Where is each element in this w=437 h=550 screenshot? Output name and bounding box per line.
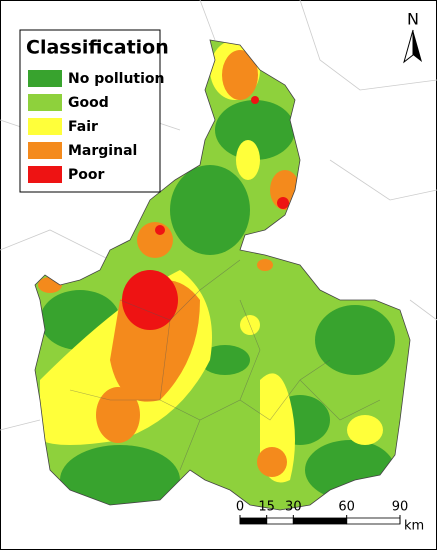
legend-label: Poor — [68, 167, 104, 183]
scale-label: 90 — [392, 500, 409, 515]
legend-swatch — [28, 94, 62, 111]
north-arrow: N — [403, 10, 422, 64]
scale-label: 15 — [258, 500, 275, 515]
north-label: N — [407, 10, 419, 29]
legend-label: Good — [68, 95, 109, 111]
district-boundaries — [34, 39, 411, 511]
legend-swatch — [28, 142, 62, 159]
scale-segment — [292, 517, 348, 525]
scale-label: 60 — [338, 500, 355, 515]
legend: Classification — [19, 29, 169, 193]
scale-segment — [239, 517, 268, 525]
scale-segment — [266, 517, 294, 525]
legend-swatch — [28, 118, 62, 135]
legend-label: Marginal — [68, 143, 137, 159]
legend-label: No pollution — [68, 71, 165, 87]
legend-swatch — [28, 166, 62, 183]
legend-swatch — [28, 70, 62, 87]
scale-unit: km — [404, 519, 424, 534]
scale-segment — [346, 517, 401, 525]
arrow-right — [413, 30, 422, 62]
legend-label: Fair — [68, 119, 98, 135]
legend-title: Classification — [26, 37, 169, 59]
scale-label: 0 — [236, 500, 244, 515]
scale-label: 30 — [285, 500, 302, 515]
